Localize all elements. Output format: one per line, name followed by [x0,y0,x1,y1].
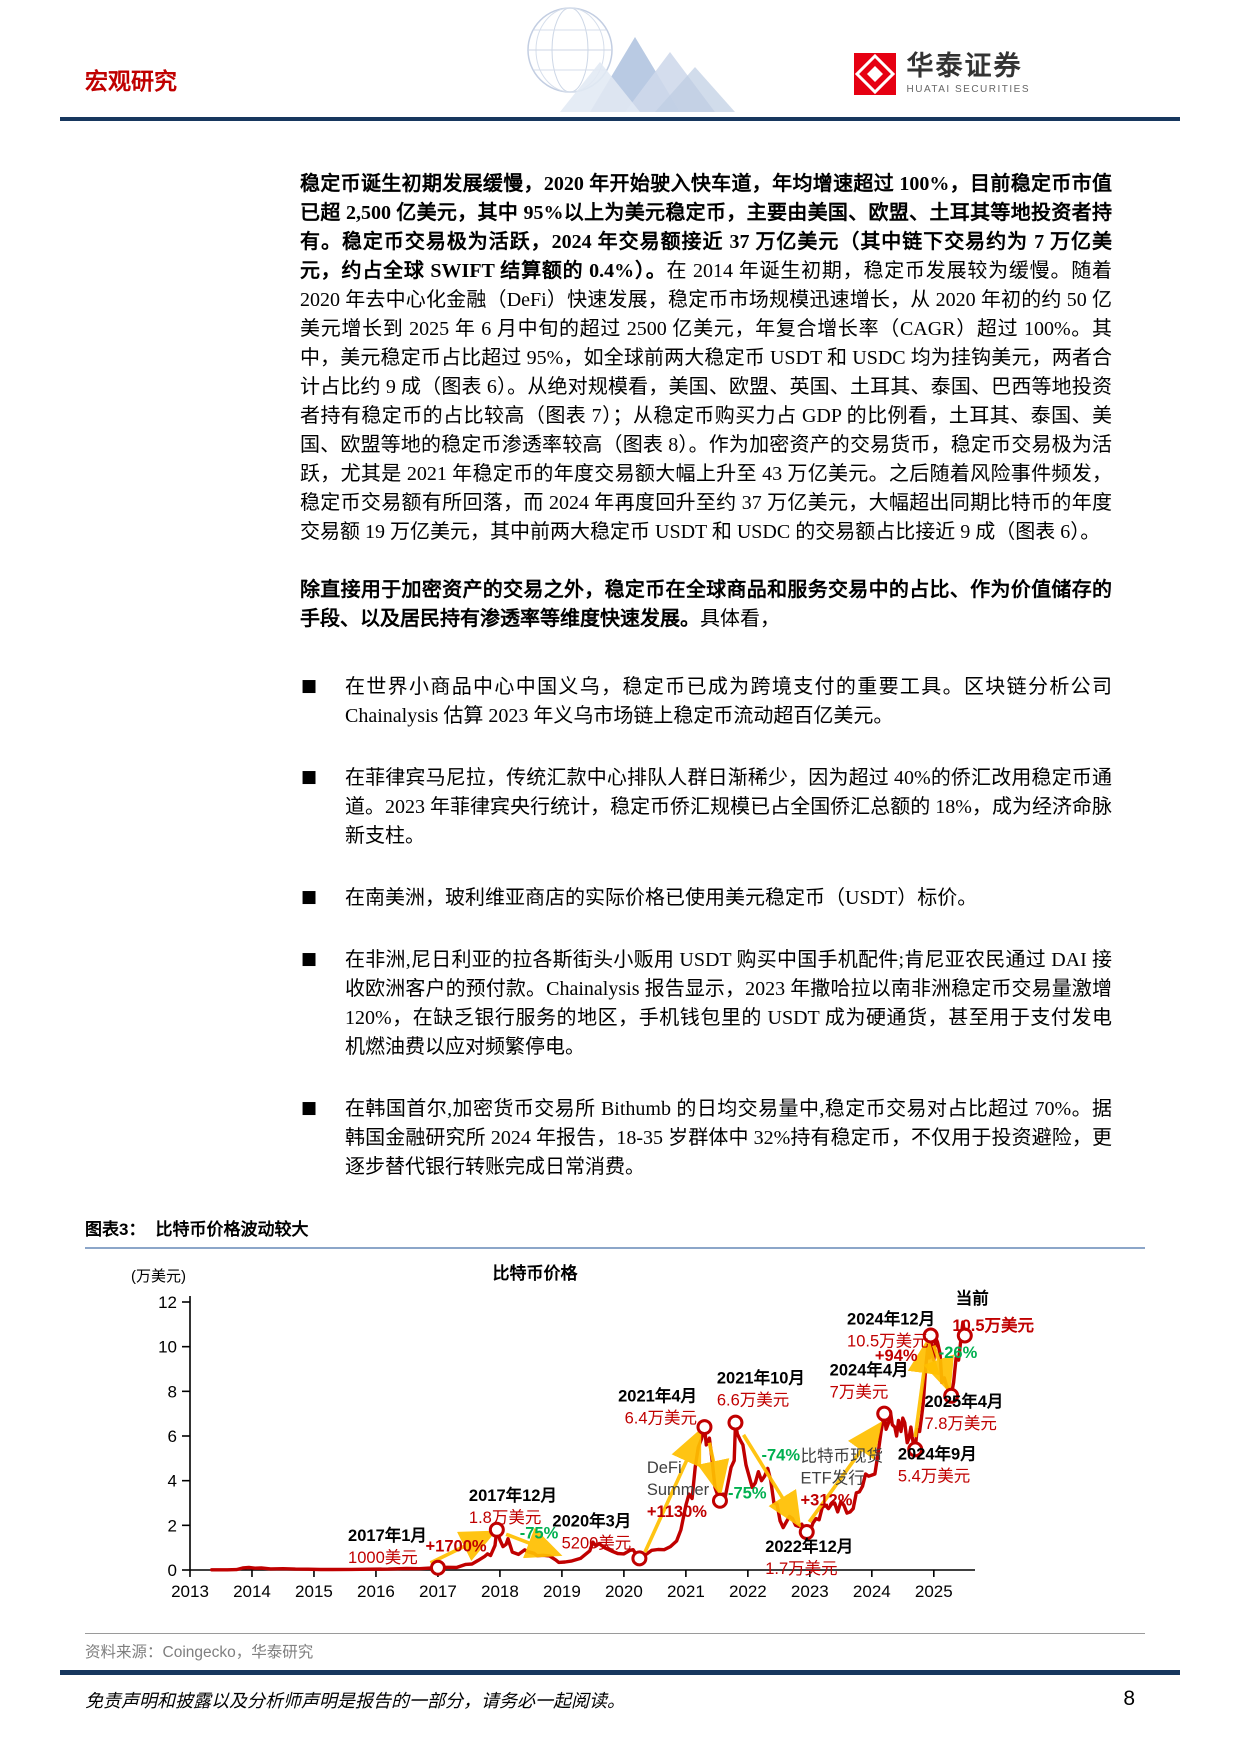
svg-text:比特币价格: 比特币价格 [493,1263,579,1283]
list-item-bolivia: 在南美洲，玻利维亚商店的实际价格已使用美元稳定币（USDT）标价。 [300,883,1112,913]
svg-text:1.8万美元: 1.8万美元 [469,1508,541,1527]
figure-source: 资料来源：Coingecko，华泰研究 [85,1633,1145,1662]
list-item-text: 在韩国首尔,加密货币交易所 Bithumb 的日均交易量中,稳定币交易对占比超过… [345,1098,1112,1178]
svg-text:10.5万美元: 10.5万美元 [952,1315,1034,1335]
paragraph-regular-text: 具体看， [700,608,780,630]
svg-text:10.5万美元: 10.5万美元 [847,1331,929,1350]
svg-text:2022年12月: 2022年12月 [765,1536,853,1556]
brand-text: 华泰证券 HUATAI SECURITIES [907,53,1030,95]
page-header: 宏观研究 华泰证券 HUATAI SECURITIES [60,0,1180,121]
figure-title-row: 图表3： 比特币价格波动较大 [85,1215,1145,1249]
svg-text:2024年4月: 2024年4月 [830,1360,909,1380]
svg-text:(万美元): (万美元) [131,1268,186,1285]
list-item-seoul: 在韩国首尔,加密货币交易所 Bithumb 的日均交易量中,稳定币交易对占比超过… [300,1094,1112,1182]
svg-text:2014: 2014 [233,1582,271,1601]
figure-block: 图表3： 比特币价格波动较大 0 2 4 6 8 10 12 2013 2014 2015 2016… [85,1215,1145,1662]
svg-text:2018: 2018 [481,1582,519,1601]
svg-text:+312%: +312% [801,1492,853,1510]
svg-text:+94%: +94% [875,1347,918,1365]
svg-text:12: 12 [158,1293,177,1312]
svg-text:6: 6 [168,1427,177,1446]
svg-text:2017年12月: 2017年12月 [469,1485,557,1505]
svg-text:5200美元: 5200美元 [562,1533,632,1552]
huatai-logo-icon [853,53,896,95]
svg-text:2023: 2023 [791,1582,829,1601]
list-item-text: 在南美洲，玻利维亚商店的实际价格已使用美元稳定币（USDT）标价。 [345,887,978,909]
list-item-yiwu: 在世界小商品中心中国义乌，稳定币已成为跨境支付的重要工具。区块链分析公司 Cha… [300,672,1112,731]
svg-text:5.4万美元: 5.4万美元 [898,1466,970,1485]
disclaimer-text: 免责声明和披露以及分析师声明是报告的一部分，请务必一起阅读。 [85,1691,625,1711]
svg-text:6.6万美元: 6.6万美元 [717,1391,789,1410]
paragraph-regular-text: 在 2014 年诞生初期，稳定币发展较为缓慢。随着 2020 年去中心化金融（D… [300,260,1112,543]
brand-name-en: HUATAI SECURITIES [906,84,1030,95]
svg-text:2015: 2015 [295,1582,333,1601]
svg-text:7.8万美元: 7.8万美元 [925,1414,997,1433]
figure-label: 图表3： [85,1220,146,1239]
svg-text:4: 4 [168,1472,177,1491]
svg-text:2024: 2024 [853,1582,891,1601]
svg-text:-26%: -26% [939,1344,978,1362]
report-body: 稳定币诞生初期发展缓慢，2020 年开始驶入快车道，年均增速超过 100%，目前… [300,170,1112,1182]
list-item-text: 在非洲,尼日利亚的拉各斯街头小贩用 USDT 购买中国手机配件;肯尼亚农民通过 … [345,949,1112,1058]
decorative-globe-graphic [527,7,735,112]
svg-text:1000美元: 1000美元 [348,1548,418,1567]
svg-text:2025年4月: 2025年4月 [925,1391,1004,1411]
svg-text:2021年4月: 2021年4月 [618,1385,697,1405]
svg-text:2017: 2017 [419,1582,457,1601]
svg-text:2017年1月: 2017年1月 [348,1525,427,1545]
svg-text:0: 0 [168,1561,177,1580]
svg-text:2021年10月: 2021年10月 [717,1368,805,1388]
svg-text:DeFi: DeFi [647,1459,682,1477]
svg-text:+1130%: +1130% [647,1503,707,1521]
svg-text:2020年3月: 2020年3月 [552,1510,631,1530]
page-footer: 免责声明和披露以及分析师声明是报告的一部分，请务必一起阅读。 8 [60,1670,1180,1713]
svg-text:-75%: -75% [520,1524,559,1542]
svg-text:+1700%: +1700% [426,1538,487,1556]
figure-title: 比特币价格波动较大 [155,1220,309,1239]
bitcoin-price-line-chart: 0 2 4 6 8 10 12 2013 2014 2015 2016 2017 2018 2019 202… [131,1263,1035,1601]
brand-block: 华泰证券 HUATAI SECURITIES [853,52,1030,96]
svg-text:ETF发行: ETF发行 [801,1469,865,1488]
brand-name-cn: 华泰证券 [906,51,1023,81]
svg-text:8: 8 [168,1382,177,1401]
figure-chart: 0 2 4 6 8 10 12 2013 2014 2015 2016 2017 2018 2019 202… [85,1249,1145,1617]
list-item-text: 在菲律宾马尼拉，传统汇款中心排队人群日渐稀少，因为超过 40%的侨汇改用稳定币通… [345,767,1112,847]
svg-text:2021: 2021 [667,1582,705,1601]
svg-text:2020: 2020 [605,1582,643,1601]
section-label: 宏观研究 [85,69,177,94]
svg-text:当前: 当前 [956,1288,989,1308]
svg-text:2022: 2022 [729,1582,767,1601]
svg-text:2016: 2016 [357,1582,395,1601]
svg-text:10: 10 [158,1338,177,1357]
svg-text:2024年12月: 2024年12月 [847,1308,935,1328]
svg-text:2024年9月: 2024年9月 [898,1443,977,1463]
svg-text:2013: 2013 [171,1582,209,1601]
svg-text:-74%: -74% [761,1447,800,1465]
page-number: 8 [1123,1687,1135,1710]
svg-text:-75%: -75% [728,1485,767,1503]
paragraph-stablecoin-overview: 稳定币诞生初期发展缓慢，2020 年开始驶入快车道，年均增速超过 100%，目前… [300,170,1112,547]
paragraph-bold-lead: 稳定币诞生初期发展缓慢，2020 年开始驶入快车道，年均增速超过 100%，目前… [300,173,1112,282]
paragraph-bold-lead: 除直接用于加密资产的交易之外，稳定币在全球商品和服务交易中的占比、作为价值储存的… [300,579,1112,630]
svg-text:6.4万美元: 6.4万美元 [625,1408,697,1427]
svg-text:1.7万美元: 1.7万美元 [765,1559,837,1578]
svg-text:2019: 2019 [543,1582,581,1601]
bullet-list: 在世界小商品中心中国义乌，稳定币已成为跨境支付的重要工具。区块链分析公司 Cha… [300,672,1112,1182]
paragraph-use-cases-lead: 除直接用于加密资产的交易之外，稳定币在全球商品和服务交易中的占比、作为价值储存的… [300,576,1112,634]
svg-text:2025: 2025 [915,1582,953,1601]
svg-text:7万美元: 7万美元 [830,1383,889,1402]
svg-text:比特币现货: 比特币现货 [801,1447,884,1466]
list-item-africa: 在非洲,尼日利亚的拉各斯街头小贩用 USDT 购买中国手机配件;肯尼亚农民通过 … [300,945,1112,1062]
list-item-manila: 在菲律宾马尼拉，传统汇款中心排队人群日渐稀少，因为超过 40%的侨汇改用稳定币通… [300,763,1112,851]
list-item-text: 在世界小商品中心中国义乌，稳定币已成为跨境支付的重要工具。区块链分析公司 Cha… [345,676,1112,727]
svg-text:Summer: Summer [647,1481,710,1499]
svg-text:2: 2 [168,1516,177,1535]
